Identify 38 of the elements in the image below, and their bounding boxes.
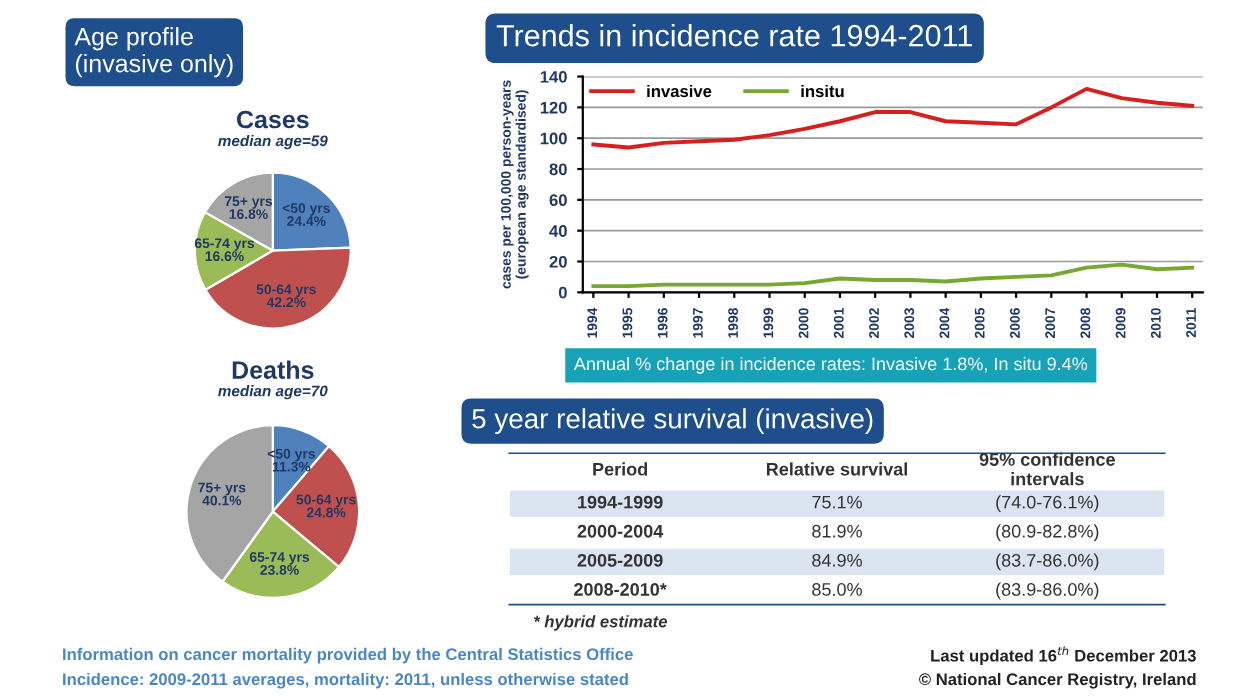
y-tick-label: 100 [540, 132, 567, 145]
category-label: 2000-2004 [577, 524, 664, 538]
y-tick-label: 0 [558, 286, 567, 299]
y-tick-label: 120 [540, 101, 567, 114]
category-label: 95% confidence intervals [979, 452, 1115, 486]
category-label: Period [593, 462, 648, 476]
line-series [591, 86, 1195, 150]
legend-label: invasive [647, 84, 712, 98]
category-label: 2005-2009 [577, 553, 663, 567]
text: (80.9-82.8%) [996, 524, 1099, 542]
text: (74.0-76.1%) [996, 495, 1099, 513]
category-label: Relative survival [766, 462, 907, 476]
text: Information on cancer mortality provided by the Central Statistics Office [63, 647, 633, 664]
chart-title: Cases [237, 110, 309, 129]
y-tick-label: 40 [549, 225, 567, 237]
text: (83.7-86.0%) [996, 553, 1099, 571]
text: 84.9% [812, 553, 862, 567]
y-tick-label: 20 [549, 255, 567, 268]
y-tick-label: 140 [540, 70, 567, 83]
category-label: 1994-1999 [578, 495, 663, 509]
text: Incidence: 2009-2011 averages, mortality: 2011, unless otherwise stated [63, 672, 628, 689]
text: © National Cancer Registry, Ireland [919, 672, 1196, 689]
text: Last updated 16$^{th}$ December 2013 [931, 646, 1196, 665]
text: Annual % change in incidence rates: Invasive 1.8%, In situ 9.4% [573, 356, 1088, 374]
chart-title: Deaths [232, 360, 314, 379]
text: Age profile (invasive only) [74, 27, 233, 78]
line-series [591, 262, 1195, 289]
y-tick-label: 80 [549, 163, 567, 176]
text: 75.1% [812, 495, 862, 509]
text: 81.9% [812, 524, 862, 538]
text: (83.9-86.0%) [996, 582, 1099, 600]
text: 85.0% [812, 583, 862, 596]
legend-label: insitu [801, 84, 844, 98]
category-label: 2008-2010* [574, 583, 667, 596]
chart-title: Trends in incidence rate 1994-2011 [496, 24, 972, 47]
text: 5 year relative survival (invasive) [472, 408, 873, 435]
text: * hybrid estimate [533, 615, 668, 631]
y-tick-label: 60 [549, 194, 567, 207]
